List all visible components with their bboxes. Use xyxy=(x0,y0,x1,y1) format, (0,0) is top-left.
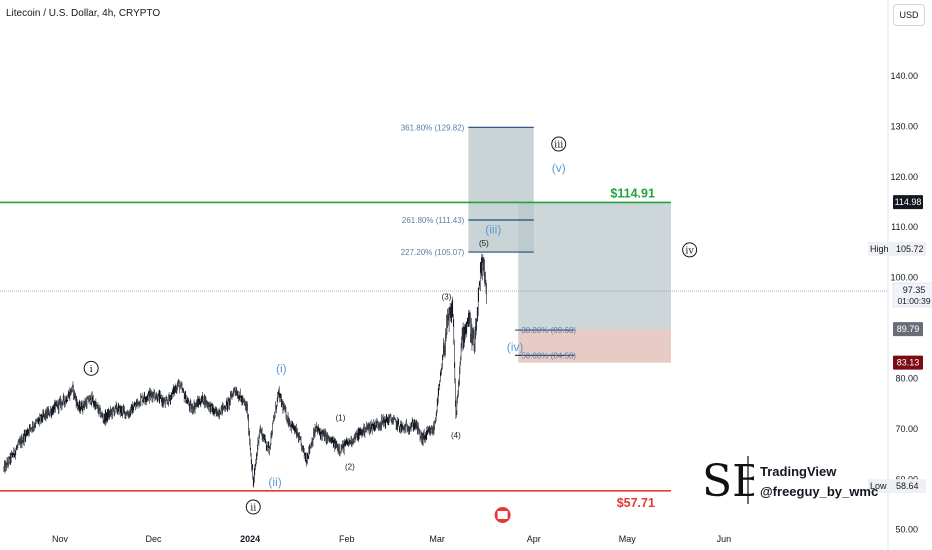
price-tag xyxy=(893,195,923,210)
y-tick-label: 130.00 xyxy=(890,121,918,131)
brand-handle: @freeguy_by_wmc xyxy=(760,484,879,499)
wave-label: iii xyxy=(554,140,563,151)
event-flag-icon-inner xyxy=(497,511,508,519)
wave-label: (iii) xyxy=(485,223,501,237)
current-price-tag xyxy=(892,282,932,308)
fib-retracement-label: 38.20% (89.60) xyxy=(521,326,576,335)
price-tag xyxy=(893,322,923,337)
high-text: High xyxy=(870,244,889,254)
x-tick-label: Feb xyxy=(339,534,355,544)
y-tick-label: 120.00 xyxy=(890,172,918,182)
y-tick-label: 50.00 xyxy=(895,525,918,535)
wave-label: (v) xyxy=(552,161,566,175)
tradingview-branding: SB TradingView @freeguy_by_wmc xyxy=(698,452,898,508)
wave-circle xyxy=(551,136,567,152)
sb-logo-text: SB xyxy=(702,456,754,507)
current-price-countdown: 01:00:39 xyxy=(897,296,930,306)
y-tick-label: 80.00 xyxy=(895,373,918,383)
candles xyxy=(3,253,487,488)
wave-label: (i) xyxy=(276,361,287,375)
x-tick-label: May xyxy=(619,534,637,544)
wave-circle xyxy=(245,499,261,515)
wave-circle xyxy=(682,242,698,258)
y-tick-label: 70.00 xyxy=(895,424,918,434)
wave-label: (5) xyxy=(479,239,489,248)
wave-label: (4) xyxy=(451,431,461,440)
price-tag-label: 114.98 xyxy=(895,197,922,207)
currency-button[interactable]: USD xyxy=(893,4,925,26)
wave-label: iv xyxy=(685,245,694,256)
fib-retracement-label: 50.00% (84.58) xyxy=(521,351,576,360)
symbol-title: Litecoin / U.S. Dollar, 4h, CRYPTO xyxy=(6,8,161,19)
wave-circle xyxy=(83,360,99,376)
x-tick-label: 2024 xyxy=(240,534,260,544)
wave-label: (2) xyxy=(345,463,355,472)
x-tick-label: Dec xyxy=(146,534,163,544)
stop-zone xyxy=(518,329,671,363)
sb-logo: SB xyxy=(702,456,764,507)
wave-label: ii xyxy=(250,502,256,513)
x-tick-label: Nov xyxy=(52,534,69,544)
wave-label: (3) xyxy=(442,292,452,301)
target-zone xyxy=(518,202,671,330)
price-tag-label: 83.13 xyxy=(897,358,920,368)
wave-label: (iv) xyxy=(507,340,524,354)
price-tag-label: 89.79 xyxy=(897,324,920,334)
current-price-value: 97.35 xyxy=(903,285,926,295)
y-tick-label: 100.00 xyxy=(890,273,918,283)
low-value: 58.64 xyxy=(896,481,919,491)
low-text: Low xyxy=(870,481,887,491)
y-tick-label: 140.00 xyxy=(890,71,918,81)
brand-name: TradingView xyxy=(760,464,837,479)
x-tick-label: Mar xyxy=(429,534,445,544)
wave-label: i xyxy=(90,364,93,375)
x-tick-label: Jun xyxy=(717,534,732,544)
resistance-label: $114.91 xyxy=(610,186,655,200)
fib-extension-label: 227.20% (105.07) xyxy=(401,248,465,257)
high-value: 105.72 xyxy=(896,244,924,254)
high-tag xyxy=(868,241,926,256)
y-tick-label: 110.00 xyxy=(891,222,918,232)
price-tag xyxy=(893,355,923,370)
x-tick-label: Apr xyxy=(527,534,541,544)
support-label: $57.71 xyxy=(617,496,655,510)
low-tag xyxy=(868,479,926,494)
wave-label: (1) xyxy=(336,413,346,422)
fib-extension-label: 361.80% (129.82) xyxy=(401,123,465,132)
wave-label: (ii) xyxy=(268,475,281,489)
fib-extension-label: 261.80% (111.43) xyxy=(402,216,465,225)
